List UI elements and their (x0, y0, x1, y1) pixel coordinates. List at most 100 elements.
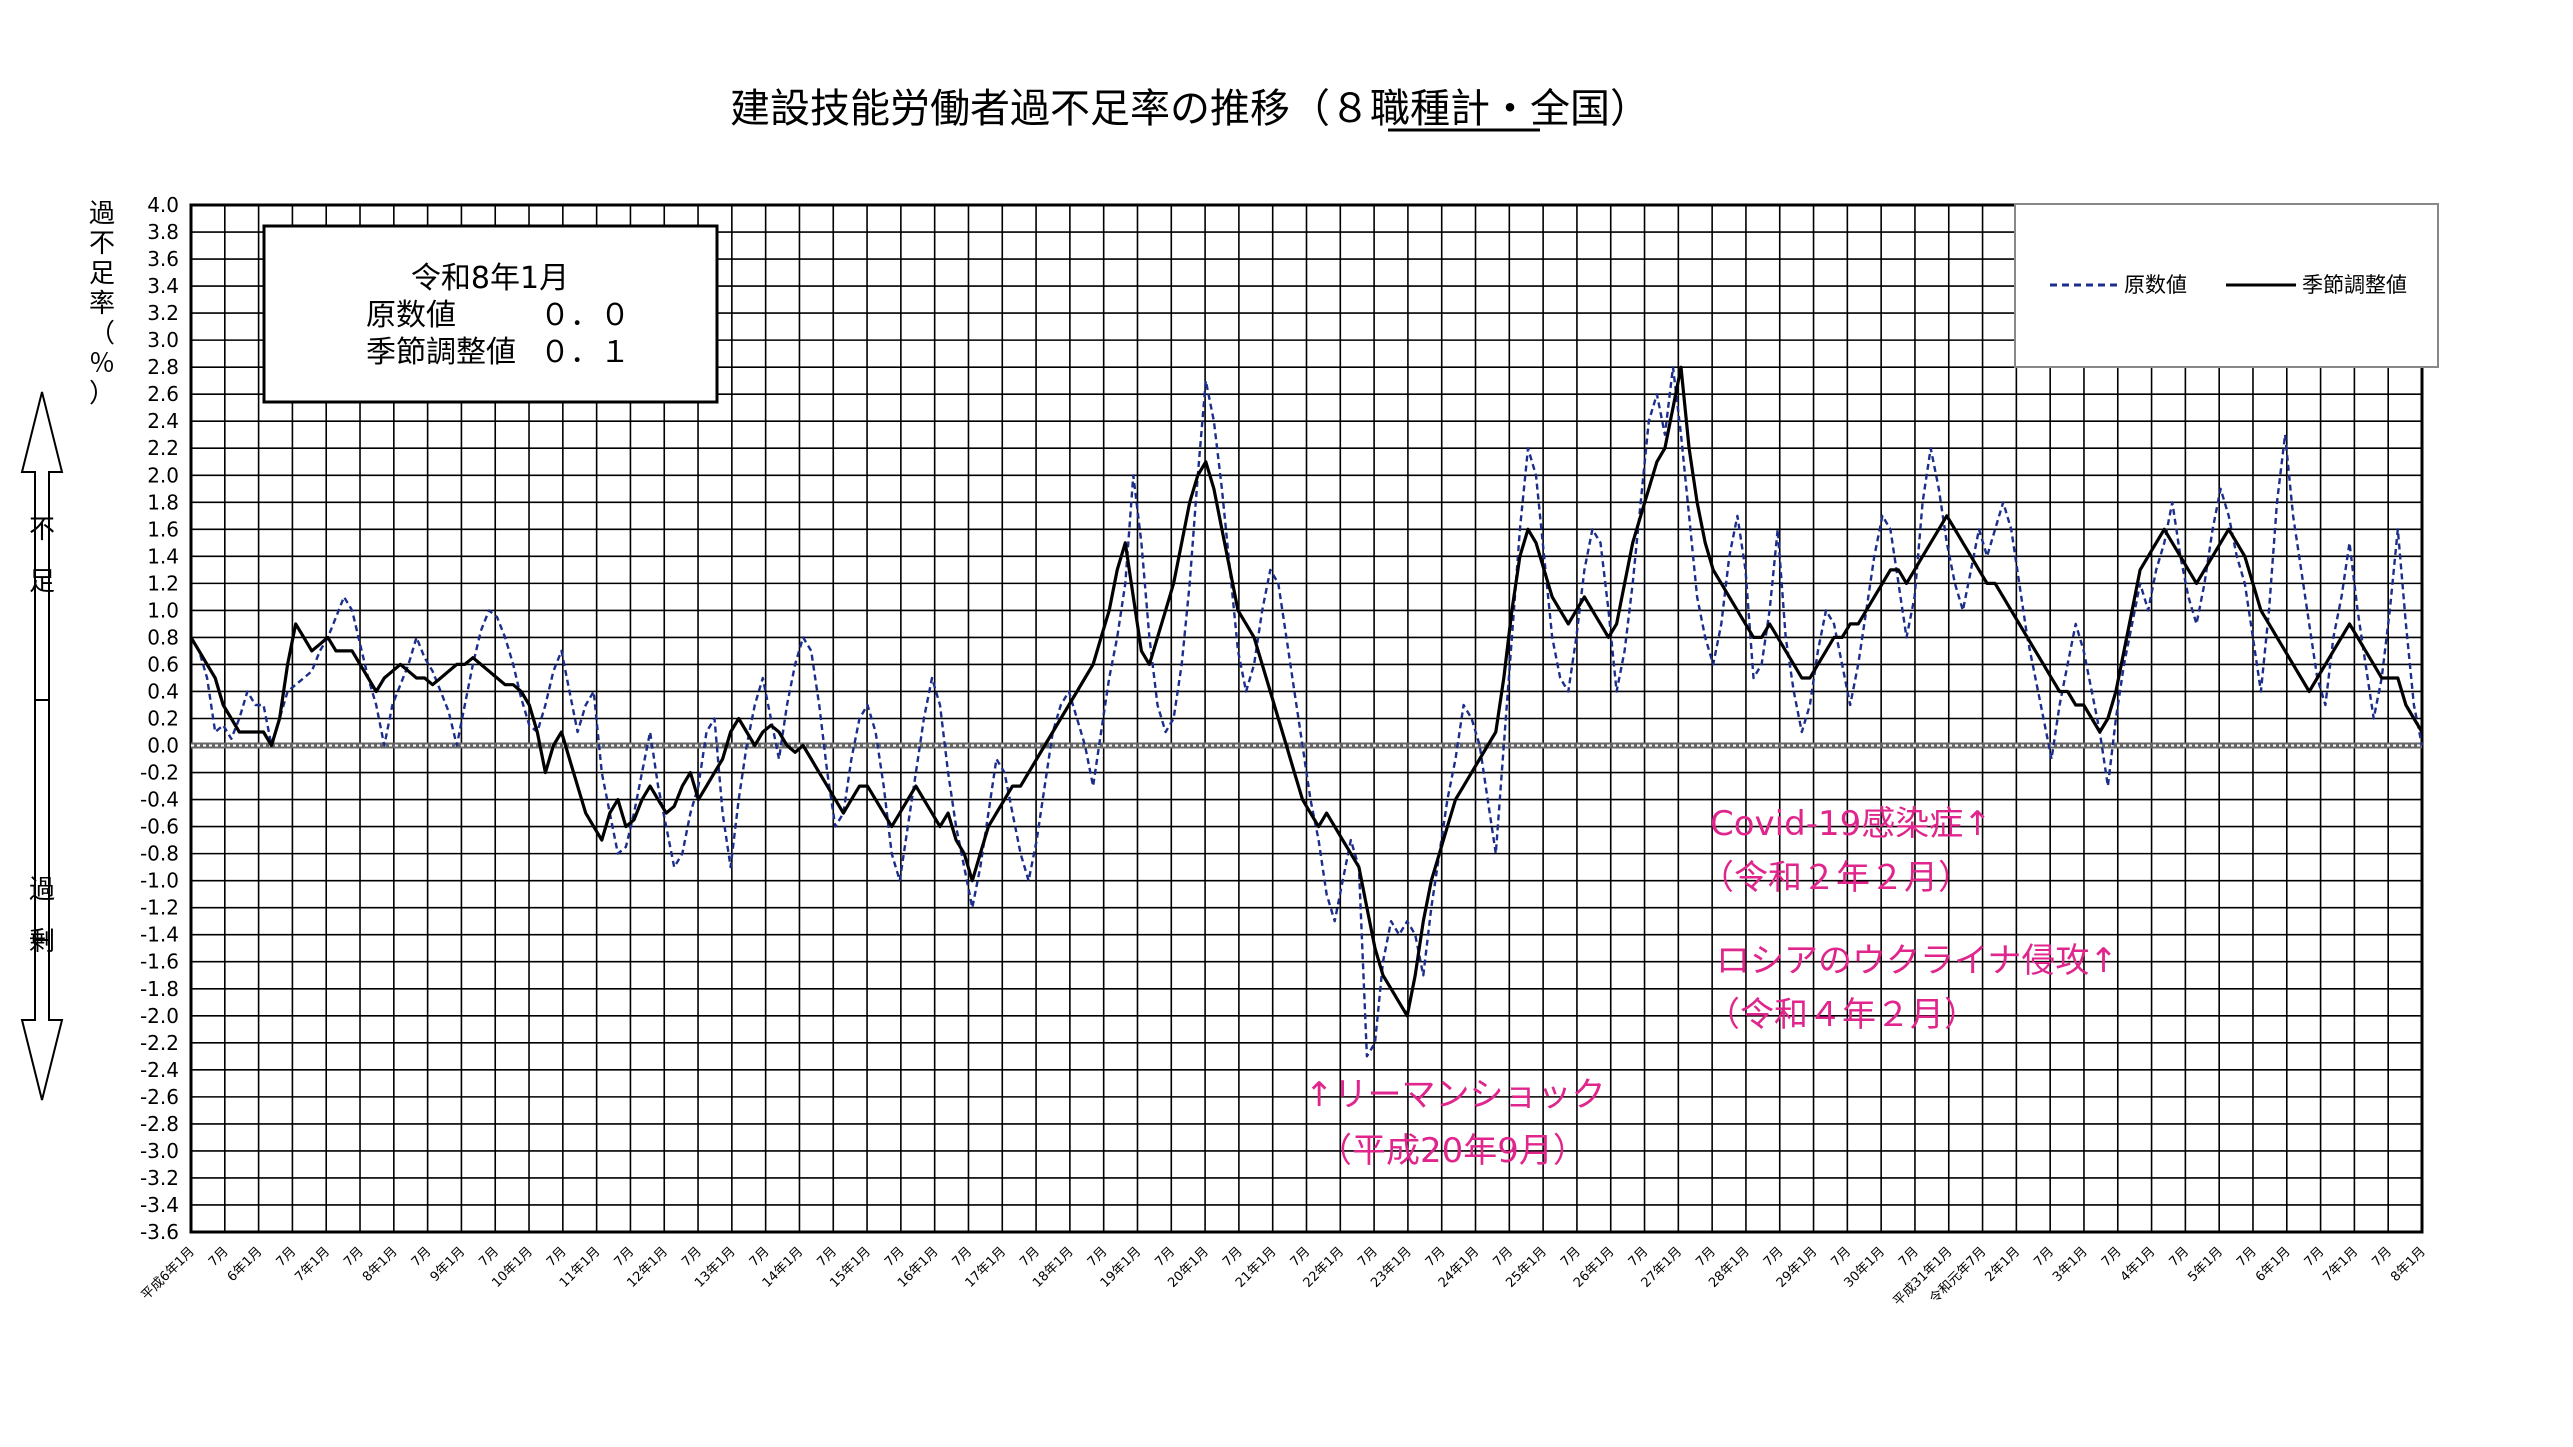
annotation-covid: Covid-19感染症↑ （令和２年２月） (1700, 804, 1992, 898)
y-tick-label: 1.4 (147, 544, 179, 568)
info-box: 令和8年1月 原数値 ０．０ 季節調整値 ０．１ (262, 224, 719, 404)
y-tick-label: -0.2 (140, 761, 179, 785)
y-tick-label: 3.8 (147, 220, 179, 244)
x-tick-label: 7月 (1288, 1244, 1314, 1270)
x-tick-label: 7月 (1896, 1244, 1922, 1270)
x-tick-label: 7月 (882, 1244, 908, 1270)
y-axis-label-char: 足 (89, 259, 115, 289)
direction-bottom-char: 剰 (29, 927, 55, 957)
series-layer (189, 365, 2424, 1058)
y-tick-label: -1.8 (140, 977, 179, 1001)
x-tick-label: 7月 (2369, 1244, 2395, 1270)
x-tick-label: 7月 (1829, 1244, 1855, 1270)
y-tick-label: -1.4 (140, 923, 179, 947)
y-tick-label: -2.8 (140, 1112, 179, 1136)
y-tick-label: 3.4 (147, 274, 179, 298)
x-tick-label: 7月 (950, 1244, 976, 1270)
x-tick-label: 7年1月 (2321, 1244, 2362, 1285)
y-tick-label: 0.2 (147, 707, 179, 731)
y-tick-label: -2.4 (140, 1058, 179, 1082)
x-tick-label: 7月 (1220, 1244, 1246, 1270)
y-tick-label: -1.2 (140, 896, 179, 920)
x-tick-label: 7月 (2031, 1244, 2057, 1270)
y-tick-label: 1.2 (147, 571, 179, 595)
x-tick-label: 7月 (476, 1244, 502, 1270)
y-tick-label: 2.8 (147, 355, 179, 379)
info-sa-label: 季節調整値 (366, 335, 516, 370)
y-tick-label: -2.0 (140, 1004, 179, 1028)
x-tick-label: 4年1月 (2118, 1244, 2159, 1285)
y-tick-label: 0.8 (147, 625, 179, 649)
x-tick-label: 7月 (1152, 1244, 1178, 1270)
x-tick-label: 7月 (2099, 1244, 2125, 1270)
x-tick-label: 7月 (1017, 1244, 1043, 1270)
y-tick-label: 1.8 (147, 490, 179, 514)
x-tick-label: 7月 (341, 1244, 367, 1270)
y-tick-label: 3.6 (147, 247, 179, 271)
x-tick-label: 6年1月 (225, 1244, 266, 1285)
x-tick-label: 7月 (1626, 1244, 1652, 1270)
x-tick-label: 平成6年1月 (139, 1244, 198, 1303)
x-tick-label: 3年1月 (2050, 1244, 2091, 1285)
x-tick-label: 7月 (206, 1244, 232, 1270)
x-tick-label: 7月 (1085, 1244, 1111, 1270)
y-tick-label: 2.6 (147, 382, 179, 406)
x-tick-label: 7月 (612, 1244, 638, 1270)
legend-raw-label: 原数値 (2124, 273, 2187, 297)
annotation-covid-line2: （令和２年２月） (1700, 858, 1972, 898)
y-tick-label: 2.4 (147, 409, 179, 433)
info-sa-value: ０．１ (540, 335, 630, 370)
y-tick-label: 3.2 (147, 301, 179, 325)
x-tick-label: 7月 (814, 1244, 840, 1270)
x-tick-label: 7月 (544, 1244, 570, 1270)
legend-sa-label: 季節調整値 (2302, 273, 2407, 297)
x-tick-label: 7月 (274, 1244, 300, 1270)
y-tick-label: -0.8 (140, 842, 179, 866)
annotation-lehman: ↑リーマンショック （平成20年9月） (1305, 1075, 1606, 1171)
x-tick-label: 7年1月 (292, 1244, 333, 1285)
x-tick-label: 7月 (679, 1244, 705, 1270)
info-month: 令和8年1月 (411, 261, 569, 296)
series-seasonal-line (189, 365, 2424, 1018)
y-axis-label-char: 不 (89, 229, 115, 259)
direction-top-char: 不 (29, 515, 55, 545)
y-tick-label: 4.0 (147, 193, 179, 217)
y-axis-label-char: 過 (89, 199, 115, 229)
vertical-gridlines (190, 205, 2423, 1232)
x-tick-label: 7月 (1355, 1244, 1381, 1270)
y-axis-label-char: （ (89, 319, 115, 349)
plot-frame (189, 203, 2424, 1234)
y-tick-label: -0.6 (140, 815, 179, 839)
y-tick-label: 1.0 (147, 598, 179, 622)
x-tick-label: 7月 (1423, 1244, 1449, 1270)
y-axis-label-char: ） (89, 379, 115, 409)
x-tick-label: 2年1月 (1983, 1244, 2024, 1285)
x-tick-label: 7月 (747, 1244, 773, 1270)
annotation-lehman-line1: ↑リーマンショック (1305, 1075, 1606, 1115)
y-tick-label: -3.6 (140, 1220, 179, 1244)
y-tick-label: -0.4 (140, 788, 179, 812)
x-tick-label: 7月 (2167, 1244, 2193, 1270)
direction-arrow (20, 391, 64, 1101)
info-raw-value: ０．０ (540, 298, 630, 333)
series-raw-line (189, 366, 2424, 1058)
annotation-lehman-line2: （平成20年9月） (1318, 1131, 1587, 1171)
annotation-ukraine: ロシアのウクライナ侵攻↑ （令和４年２月） (1706, 941, 2118, 1035)
x-tick-label: 7月 (2234, 1244, 2260, 1270)
y-tick-label: 0.4 (147, 679, 179, 703)
x-tick-label: 6年1月 (2253, 1244, 2294, 1285)
direction-bottom-char: 過 (29, 875, 55, 905)
legend: 原数値 季節調整値 (2014, 203, 2439, 368)
y-tick-label: 1.6 (147, 517, 179, 541)
y-axis-tick-labels: -3.6 -3.4 -3.2 -3.0 -2.8 -2.6 -2.4 -2.2 -2.0 -1.8… (140, 193, 179, 1244)
y-tick-label: -2.6 (140, 1085, 179, 1109)
annotation-ukraine-line1: ロシアのウクライナ侵攻↑ (1716, 941, 2118, 981)
x-tick-label: 7月 (1693, 1244, 1719, 1270)
chart-title: 建設技能労働者過不足率の推移（８職種計・全国） (730, 86, 1650, 132)
x-tick-label: 7月 (1761, 1244, 1787, 1270)
x-tick-label: 8年1月 (2388, 1244, 2429, 1285)
y-tick-label: -2.2 (140, 1031, 179, 1055)
